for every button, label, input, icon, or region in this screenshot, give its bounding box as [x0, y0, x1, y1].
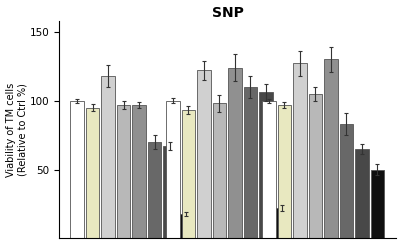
Bar [85, 108, 99, 238]
Bar [178, 214, 192, 238]
Bar [181, 110, 195, 238]
Bar [148, 142, 161, 238]
Bar [166, 101, 179, 238]
Title: SNP: SNP [211, 6, 243, 20]
Bar [292, 63, 306, 238]
Bar [354, 149, 368, 238]
Bar [70, 101, 84, 238]
Bar [101, 76, 115, 238]
Bar [277, 105, 290, 238]
Bar [116, 105, 130, 238]
Bar [243, 87, 257, 238]
Bar [259, 92, 272, 238]
Bar [308, 94, 321, 238]
Y-axis label: Viability of TM cells
(Relative to Ctrl %): Viability of TM cells (Relative to Ctrl … [6, 82, 27, 177]
Bar [228, 68, 241, 238]
Bar [196, 70, 210, 238]
Bar [132, 105, 146, 238]
Bar [274, 208, 288, 238]
Bar [339, 124, 352, 238]
Bar [163, 146, 176, 238]
Bar [370, 170, 383, 238]
Bar [212, 103, 226, 238]
Bar [261, 101, 275, 238]
Bar [323, 59, 337, 238]
